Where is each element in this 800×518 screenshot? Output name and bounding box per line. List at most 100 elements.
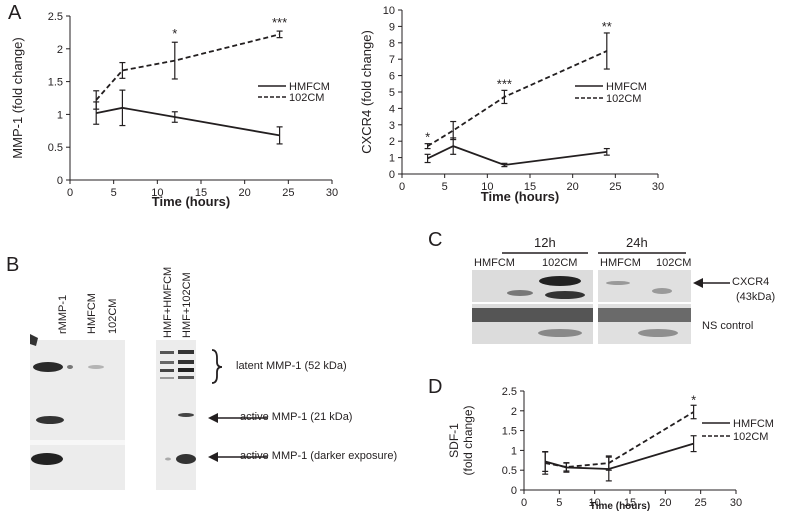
cxcr4-y-tick-label: 6 xyxy=(389,71,395,83)
mmp1-x-tick-label: 20 xyxy=(239,187,251,199)
mmp1-y-tick-label: 1.5 xyxy=(48,77,63,89)
sdf1-x-tick-label: 15 xyxy=(624,497,636,509)
sdf1-y-axis-label: (fold change) xyxy=(461,405,475,475)
ns-control-24h xyxy=(598,308,691,322)
time-24h: 24h xyxy=(626,235,648,250)
cxcr4-line-HMFCM xyxy=(427,145,607,166)
mmp1-x-tick-label: 30 xyxy=(326,187,338,199)
cxcr4-y-tick-label: 9 xyxy=(389,21,395,33)
arrow-darker xyxy=(208,452,218,462)
cxcr4-y-tick-label: 4 xyxy=(389,103,395,115)
ns-control-label: NS control xyxy=(702,320,754,332)
blot-c-gels xyxy=(472,252,730,344)
mmp1-line-HMFCM xyxy=(96,106,280,137)
panel-letter-d: D xyxy=(428,376,443,398)
active-mmp1-label: active MMP-1 (21 kDa) xyxy=(240,411,353,423)
mmp1-line-102CM xyxy=(95,33,280,101)
panel-letter-c: C xyxy=(428,229,443,251)
ns-control-12h xyxy=(472,308,593,322)
sdf1-y-axis-label: SDF-1 xyxy=(447,423,461,458)
sdf1-x-tick-label: 20 xyxy=(659,497,671,509)
band-cxcr4-102cm-12h xyxy=(539,276,581,286)
sdf1-legend-label-102CM: 102CM xyxy=(733,431,768,443)
cxcr4-y-tick-label: 7 xyxy=(389,54,395,66)
sdf1-y-tick-label: 0.5 xyxy=(502,465,517,477)
sdf1-x-tick-label: 5 xyxy=(556,497,562,509)
mmp1-x-tick-label: 0 xyxy=(67,187,73,199)
cxcr4-significance-mark: *** xyxy=(497,76,512,91)
cxcr4-x-tick-label: 25 xyxy=(609,181,621,193)
cxcr4-y-tick-label: 8 xyxy=(389,38,395,50)
mmp1-y-tick-label: 2.5 xyxy=(48,11,63,23)
cxcr4-x-tick-label: 30 xyxy=(652,181,664,193)
cxcr4-y-tick-label: 0 xyxy=(389,169,395,181)
arrow-active xyxy=(208,413,218,423)
mmp1-legend-label-102CM: 102CM xyxy=(289,92,324,104)
mmp1-x-axis-label: Time (hours) xyxy=(152,194,231,209)
mmp1-x-tick-label: 10 xyxy=(151,187,163,199)
cxcr4-x-tick-label: 0 xyxy=(399,181,405,193)
cxcr4-line-102CM xyxy=(427,50,608,147)
blot-b-gels xyxy=(30,334,268,490)
sdf1-significance-mark: * xyxy=(691,392,696,407)
sdf1-y-tick-label: 1.5 xyxy=(502,426,517,438)
mmp1-y-tick-label: 2 xyxy=(57,44,63,56)
mmp1-significance-mark: * xyxy=(172,26,177,41)
lane-c-hmfcm-24h: HMFCM xyxy=(600,257,641,269)
sdf1-x-tick-label: 25 xyxy=(695,497,707,509)
blot-c: 12h 24h HMFCM 102CM HMFCM 102CM CXCR4 (4… xyxy=(430,225,800,345)
cxcr4-size-label: (43kDa) xyxy=(736,291,776,303)
sdf1-chart: 0 5 10 15 20 25 30 0 0.5 1 1.5 2 2.5 Time (hours) SDF-… xyxy=(447,386,774,512)
sdf1-y-tick-label: 2.5 xyxy=(502,386,517,398)
cxcr4-label: CXCR4 xyxy=(732,276,770,288)
band-rmmp1-dark xyxy=(31,453,63,465)
cxcr4-y-tick-label: 2 xyxy=(389,136,395,148)
cxcr4-x-tick-label: 5 xyxy=(442,181,448,193)
mmp1-x-tick-label: 15 xyxy=(195,187,207,199)
latent-mmp1-label: latent MMP-1 (52 kDa) xyxy=(236,360,347,372)
sdf1-y-tick-label: 1 xyxy=(511,445,517,457)
cxcr4-y-tick-label: 1 xyxy=(389,153,395,165)
band-rmmp1-latent xyxy=(33,362,63,372)
sdf1-x-tick-label: 0 xyxy=(521,497,527,509)
cxcr4-legend-label-HMFCM: HMFCM xyxy=(606,81,647,93)
mmp1-axes: 0 5 10 15 20 25 30 0 0.5 1 1.5 2 2.5 xyxy=(48,11,338,199)
sdf1-y-tick-label: 0 xyxy=(511,485,517,497)
mmp1-y-tick-label: 0.5 xyxy=(48,142,63,154)
sdf1-series-102CM xyxy=(542,404,697,475)
sdf1-x-tick-label: 30 xyxy=(730,497,742,509)
sdf1-line-102CM xyxy=(545,411,695,468)
sdf1-y-tick-label: 2 xyxy=(511,406,517,418)
mmp1-significance-mark: *** xyxy=(272,15,287,30)
mmp1-x-tick-label: 5 xyxy=(111,187,117,199)
cxcr4-y-axis-label: CXCR4 (fold change) xyxy=(359,30,374,154)
band-rmmp1-active xyxy=(36,416,64,424)
cxcr4-y-tick-label: 5 xyxy=(389,87,395,99)
sdf1-axes: 0 5 10 15 20 25 30 0 0.5 1 1.5 2 2.5 xyxy=(502,386,742,509)
cxcr4-significance-mark: ** xyxy=(602,19,612,34)
mmp1-y-tick-label: 1 xyxy=(57,109,63,121)
cxcr4-significance-mark: * xyxy=(425,130,430,145)
sdf1-x-axis-label: Time (hours) xyxy=(590,501,650,512)
mmp1-y-tick-label: 0 xyxy=(57,175,63,187)
sdf1-legend-label-HMFCM: HMFCM xyxy=(733,418,774,430)
mmp1-y-axis-label: MMP-1 (fold change) xyxy=(10,37,25,158)
lane-c-hmfcm-12h: HMFCM xyxy=(474,257,515,269)
sdf1-x-tick-label: 10 xyxy=(589,497,601,509)
cxcr4-x-axis-label: Time (hours) xyxy=(481,189,560,204)
blot-b: rMMP-1 HMFCM 102CM HMF+HMFCM HMF+102CM xyxy=(0,250,430,518)
mmp1-legend-label-HMFCM: HMFCM xyxy=(289,81,330,93)
cxcr4-axes: 0 5 10 15 20 25 30 0 1 2 3 4 5 6 7 8 9 10 xyxy=(383,5,664,193)
mmp1-chart: 0 5 10 15 20 25 30 0 0.5 1 1.5 2 2.5 Time (hours) MMP-… xyxy=(10,11,338,209)
lane-c-102cm-12h: 102CM xyxy=(542,257,578,269)
mmp1-series-102CM xyxy=(93,30,283,110)
panel-letter-b: B xyxy=(6,254,20,276)
cxcr4-x-tick-label: 20 xyxy=(567,181,579,193)
cxcr4-x-tick-label: 15 xyxy=(524,181,536,193)
time-12h: 12h xyxy=(534,235,556,250)
cxcr4-legend-label-102CM: 102CM xyxy=(606,93,641,105)
sdf1-series-HMFCM xyxy=(542,435,697,482)
darker-mmp1-label: active MMP-1 (darker exposure) xyxy=(240,450,398,462)
arrow-cxcr4 xyxy=(693,278,703,288)
